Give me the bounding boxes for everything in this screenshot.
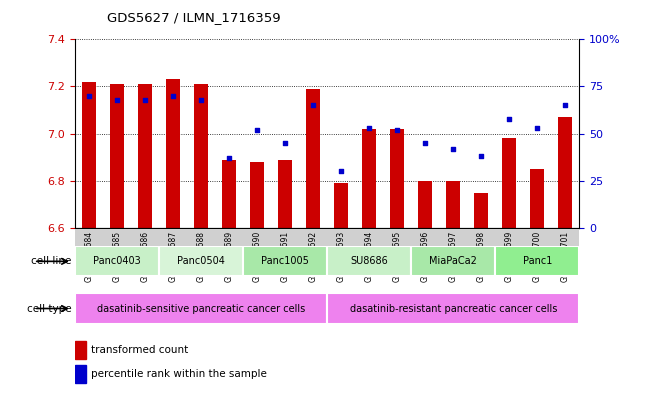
Text: GSM1435700: GSM1435700 — [533, 231, 542, 282]
Bar — [194, 84, 208, 228]
Bar — [75, 294, 327, 323]
Point — [84, 93, 94, 99]
Text: MiaPaCa2: MiaPaCa2 — [429, 256, 477, 266]
Bar — [418, 181, 432, 228]
Text: Panc1: Panc1 — [523, 256, 552, 266]
Bar — [222, 160, 236, 228]
Text: percentile rank within the sample: percentile rank within the sample — [91, 369, 267, 379]
Bar — [327, 246, 411, 276]
Bar — [559, 117, 572, 228]
Text: GSM1435701: GSM1435701 — [561, 231, 570, 282]
Text: GSM1435689: GSM1435689 — [225, 231, 234, 282]
Point — [336, 168, 346, 174]
Text: GSM1435685: GSM1435685 — [113, 231, 121, 282]
Point — [196, 97, 206, 103]
Text: GSM1435688: GSM1435688 — [197, 231, 206, 282]
Bar — [75, 341, 86, 359]
Point — [532, 125, 542, 131]
Bar — [159, 246, 243, 276]
Bar — [362, 129, 376, 228]
Text: Panc0504: Panc0504 — [177, 256, 225, 266]
Point — [560, 102, 570, 108]
Point — [308, 102, 318, 108]
Text: transformed count: transformed count — [91, 345, 188, 355]
Bar — [531, 169, 544, 228]
Text: cell type: cell type — [27, 303, 72, 314]
Bar — [475, 193, 488, 228]
Point — [252, 127, 262, 133]
Point — [420, 140, 430, 146]
Bar — [327, 294, 579, 323]
Text: GSM1435697: GSM1435697 — [449, 231, 458, 282]
Text: GSM1435687: GSM1435687 — [169, 231, 178, 282]
Bar — [166, 79, 180, 228]
Text: GDS5627 / ILMN_1716359: GDS5627 / ILMN_1716359 — [107, 11, 281, 24]
Text: GSM1435686: GSM1435686 — [141, 231, 150, 282]
Bar — [495, 246, 579, 276]
Bar — [250, 162, 264, 228]
Text: GSM1435693: GSM1435693 — [337, 231, 346, 282]
Point — [140, 97, 150, 103]
Bar — [306, 89, 320, 228]
Bar — [82, 82, 96, 228]
Point — [280, 140, 290, 146]
Point — [224, 155, 234, 161]
Text: GSM1435695: GSM1435695 — [393, 231, 402, 282]
Point — [476, 153, 486, 160]
Bar — [278, 160, 292, 228]
Text: dasatinib-resistant pancreatic cancer cells: dasatinib-resistant pancreatic cancer ce… — [350, 303, 557, 314]
Point — [504, 116, 514, 122]
Point — [448, 145, 458, 152]
Point — [364, 125, 374, 131]
Point — [168, 93, 178, 99]
Text: Panc0403: Panc0403 — [93, 256, 141, 266]
Bar — [411, 246, 495, 276]
Text: cell line: cell line — [31, 256, 72, 266]
Text: GSM1435684: GSM1435684 — [85, 231, 93, 282]
Bar — [390, 129, 404, 228]
Text: GSM1435694: GSM1435694 — [365, 231, 374, 282]
Bar — [75, 246, 159, 276]
Bar — [138, 84, 152, 228]
Bar — [75, 365, 86, 383]
Text: SU8686: SU8686 — [350, 256, 388, 266]
Text: GSM1435699: GSM1435699 — [505, 231, 514, 282]
Point — [392, 127, 402, 133]
Text: dasatinib-sensitive pancreatic cancer cells: dasatinib-sensitive pancreatic cancer ce… — [97, 303, 305, 314]
Bar — [446, 181, 460, 228]
Text: Panc1005: Panc1005 — [261, 256, 309, 266]
Bar — [243, 246, 327, 276]
Bar — [503, 138, 516, 228]
Text: GSM1435690: GSM1435690 — [253, 231, 262, 282]
Text: GSM1435691: GSM1435691 — [281, 231, 290, 282]
Text: GSM1435692: GSM1435692 — [309, 231, 318, 282]
Bar — [334, 183, 348, 228]
Text: GSM1435698: GSM1435698 — [477, 231, 486, 282]
Text: GSM1435696: GSM1435696 — [421, 231, 430, 282]
Point — [112, 97, 122, 103]
Bar — [110, 84, 124, 228]
